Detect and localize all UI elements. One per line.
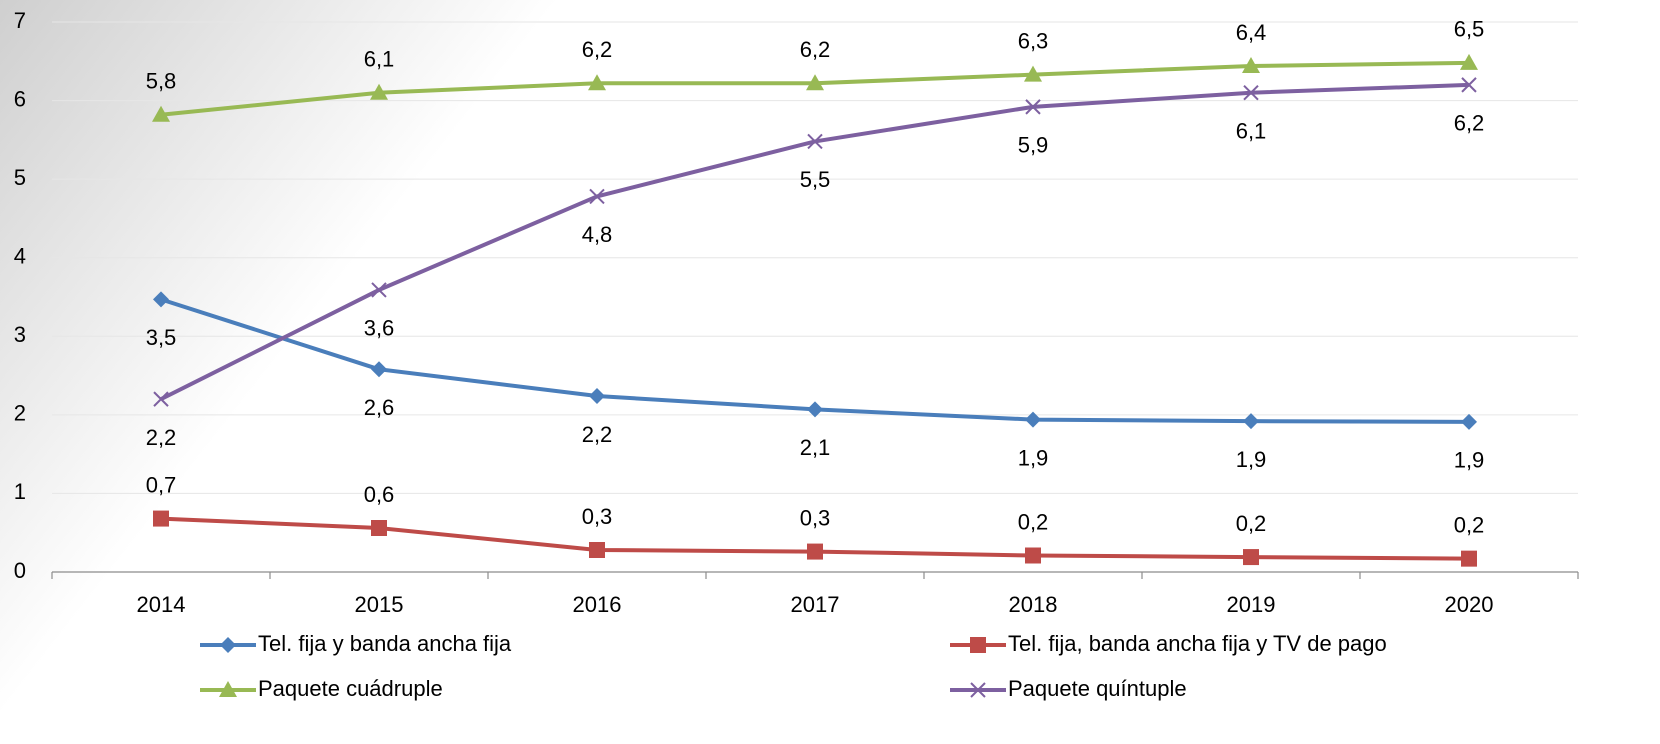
- marker: [1024, 65, 1042, 82]
- marker: [589, 388, 605, 404]
- data-label: 6,1: [364, 47, 395, 72]
- data-label: 6,1: [1236, 119, 1267, 144]
- marker: [1461, 550, 1477, 567]
- data-label: 2,6: [364, 395, 395, 420]
- marker: [152, 105, 170, 122]
- marker: [1460, 53, 1478, 70]
- data-label: 0,2: [1018, 509, 1049, 534]
- data-label: 2,2: [582, 422, 613, 447]
- marker: [1025, 411, 1041, 428]
- marker: [807, 401, 823, 418]
- x-tick-label: 2019: [1227, 592, 1276, 617]
- legend-item: Paquete quíntuple: [950, 676, 1187, 701]
- marker: [807, 543, 823, 560]
- marker: [589, 188, 605, 205]
- marker: [370, 83, 388, 100]
- legend-marker: [220, 637, 236, 653]
- marker: [153, 391, 169, 407]
- data-label: 3,5: [146, 325, 177, 350]
- legend-item: Paquete cuádruple: [200, 676, 443, 701]
- data-label: 0,7: [146, 472, 177, 497]
- marker: [1025, 99, 1041, 115]
- marker: [1243, 549, 1259, 566]
- marker: [806, 74, 824, 91]
- y-tick-label: 1: [14, 479, 26, 504]
- x-tick-label: 2015: [355, 592, 404, 617]
- data-label: 0,2: [1236, 511, 1267, 536]
- x-tick-label: 2020: [1445, 592, 1494, 617]
- y-tick-label: 6: [14, 86, 26, 111]
- y-tick-label: 7: [14, 8, 26, 33]
- x-tick-label: 2014: [137, 592, 186, 617]
- marker: [153, 291, 169, 308]
- marker: [807, 133, 823, 150]
- marker: [1461, 413, 1477, 430]
- legend-marker: [970, 682, 986, 698]
- data-label: 6,3: [1018, 28, 1049, 53]
- legend-marker: [970, 637, 986, 653]
- data-label: 0,6: [364, 482, 395, 507]
- data-label: 2,2: [146, 425, 177, 450]
- legend-label: Tel. fija y banda ancha fija: [258, 631, 512, 656]
- legend-label: Tel. fija, banda ancha fija y TV de pago: [1008, 631, 1387, 656]
- data-label: 6,4: [1236, 20, 1267, 45]
- data-label: 0,3: [582, 504, 613, 529]
- data-label: 0,3: [800, 505, 831, 530]
- data-label: 2,1: [800, 435, 831, 460]
- x-tick-label: 2018: [1009, 592, 1058, 617]
- y-tick-label: 4: [14, 244, 26, 269]
- data-label: 3,6: [364, 316, 395, 341]
- data-label: 5,9: [1018, 133, 1049, 158]
- data-label: 6,2: [582, 37, 613, 62]
- data-label: 0,2: [1454, 512, 1485, 537]
- data-label: 1,9: [1018, 445, 1049, 470]
- marker: [1243, 85, 1259, 101]
- marker: [1025, 547, 1041, 564]
- data-label: 6,2: [800, 37, 831, 62]
- y-tick-label: 3: [14, 322, 26, 347]
- data-label: 6,5: [1454, 17, 1485, 42]
- legend-label: Paquete quíntuple: [1008, 676, 1187, 701]
- legend-marker: [219, 681, 237, 697]
- marker: [153, 510, 169, 527]
- y-tick-label: 0: [14, 558, 26, 583]
- data-label: 4,8: [582, 222, 613, 247]
- x-tick-label: 2017: [791, 592, 840, 617]
- x-tick-label: 2016: [573, 592, 622, 617]
- data-label: 5,8: [146, 69, 177, 94]
- data-label: 1,9: [1236, 447, 1267, 472]
- legend-label: Paquete cuádruple: [258, 676, 443, 701]
- marker: [371, 520, 387, 536]
- legend-item: Tel. fija, banda ancha fija y TV de pago: [950, 631, 1387, 656]
- y-tick-label: 5: [14, 165, 26, 190]
- data-label: 1,9: [1454, 448, 1485, 473]
- marker: [588, 74, 606, 91]
- marker: [589, 542, 605, 558]
- legend-item: Tel. fija y banda ancha fija: [200, 631, 512, 656]
- marker: [1461, 77, 1477, 93]
- plot: [152, 53, 1478, 567]
- marker: [1243, 413, 1259, 430]
- data-label: 6,2: [1454, 111, 1485, 136]
- marker: [1242, 57, 1260, 73]
- marker: [371, 361, 387, 378]
- marker: [371, 282, 387, 298]
- data-label: 5,5: [800, 167, 831, 192]
- y-tick-label: 2: [14, 401, 26, 426]
